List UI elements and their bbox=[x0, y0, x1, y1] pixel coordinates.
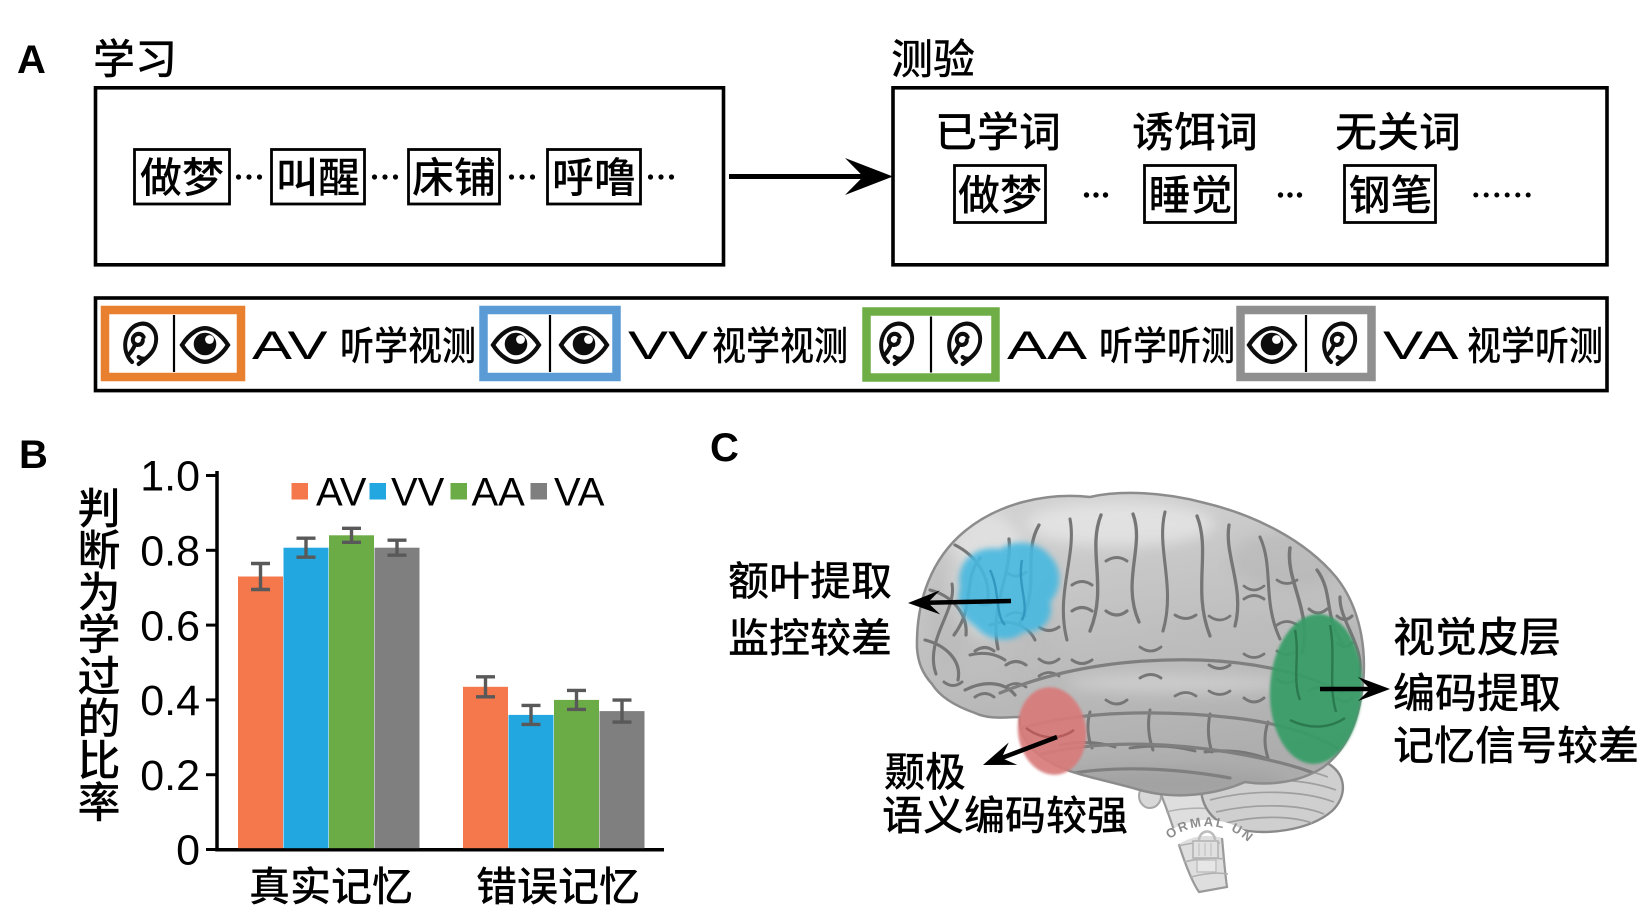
svg-text:A: A bbox=[17, 38, 46, 82]
svg-text:VV: VV bbox=[391, 471, 445, 515]
svg-text:C: C bbox=[710, 426, 739, 470]
svg-text:0.2: 0.2 bbox=[140, 752, 200, 800]
svg-text:0.8: 0.8 bbox=[140, 528, 200, 576]
svg-text:AA: AA bbox=[1007, 323, 1087, 368]
svg-text:0.4: 0.4 bbox=[140, 677, 200, 725]
svg-text:B: B bbox=[19, 433, 48, 477]
svg-text:0: 0 bbox=[176, 827, 200, 875]
svg-text:AV: AV bbox=[252, 323, 328, 368]
svg-text:1.0: 1.0 bbox=[140, 453, 200, 501]
svg-text:VA: VA bbox=[1383, 323, 1459, 368]
svg-text:VA: VA bbox=[554, 471, 605, 515]
svg-text:0.6: 0.6 bbox=[140, 602, 200, 650]
svg-text:VV: VV bbox=[628, 323, 708, 368]
svg-text:AA: AA bbox=[472, 471, 526, 515]
svg-text:AV: AV bbox=[316, 471, 367, 515]
